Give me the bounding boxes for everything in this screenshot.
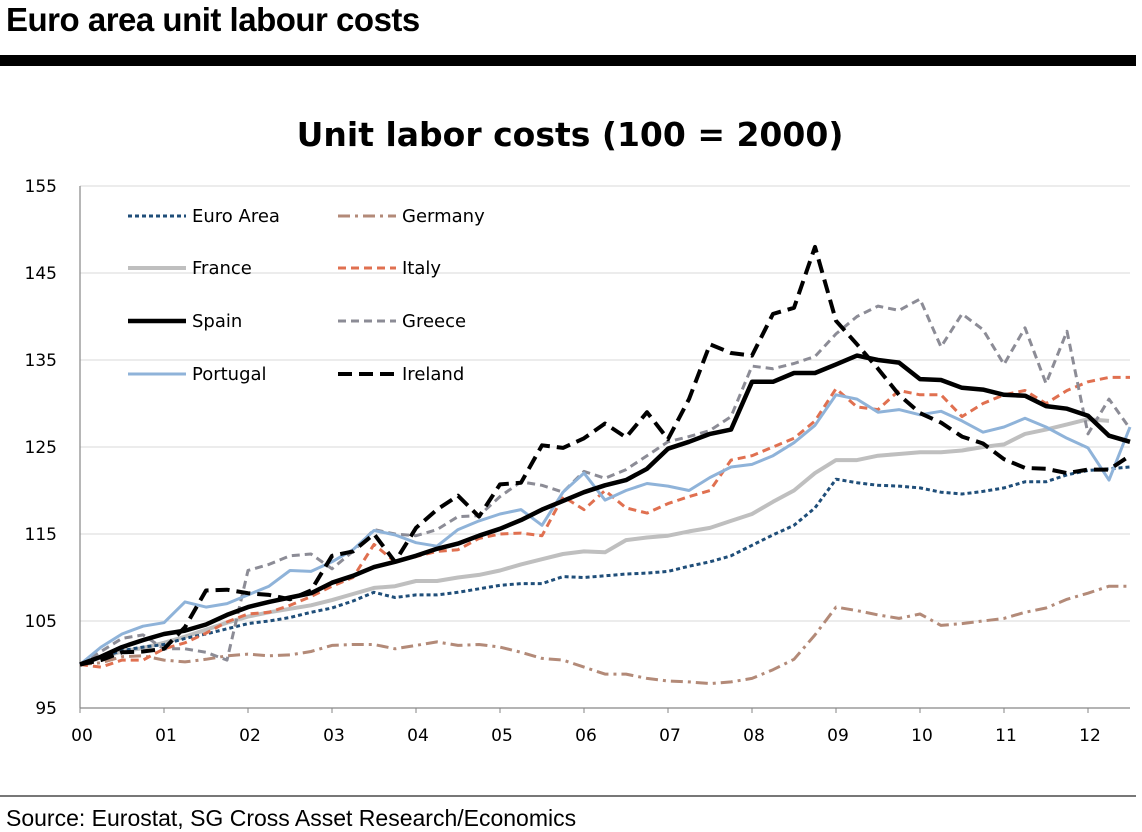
- x-tick-label: 12: [1079, 726, 1101, 746]
- series-line-spain: [79, 353, 1131, 667]
- y-tick-label: 155: [25, 177, 57, 197]
- x-tick-label: 06: [575, 726, 597, 746]
- y-tick-label: 95: [35, 699, 57, 719]
- legend-label: Euro Area: [192, 206, 280, 227]
- series-line-france: [79, 417, 1110, 667]
- x-tick-label: 10: [911, 726, 933, 746]
- y-tick-label: 115: [25, 525, 57, 545]
- x-tick-label: 08: [743, 726, 765, 746]
- legend-label: Portugal: [192, 364, 267, 385]
- x-tick-label: 00: [71, 726, 93, 746]
- header-title: Euro area unit labour costs: [6, 1, 420, 38]
- x-tick-label: 05: [491, 726, 513, 746]
- y-tick-label: 145: [25, 264, 57, 284]
- chart-axes: 95 105 115 125 135 145 155 00 01 02 03 04 05 06 07 08 09…: [25, 177, 1130, 746]
- x-tick-label: 03: [323, 726, 345, 746]
- header-rule: [0, 55, 1136, 66]
- footer-rule: [0, 795, 1136, 797]
- x-tick-label: 04: [407, 726, 429, 746]
- x-tick-label: 11: [995, 726, 1017, 746]
- chart-grid: [80, 185, 1130, 622]
- y-tick-label: 125: [25, 438, 57, 458]
- x-tick-label: 07: [659, 726, 681, 746]
- legend-label: Italy: [402, 258, 441, 279]
- x-tick-label: 02: [239, 726, 261, 746]
- series-line-portugal: [79, 393, 1132, 666]
- series-line-italy: [79, 375, 1130, 669]
- series-line-euro-area: [79, 465, 1131, 666]
- footer-source: Source: Eurostat, SG Cross Asset Researc…: [6, 805, 577, 831]
- legend-label: Ireland: [402, 364, 464, 385]
- x-tick-label: 01: [155, 726, 177, 746]
- x-tick-label: 09: [827, 726, 849, 746]
- series-line-germany: [79, 584, 1130, 686]
- y-tick-label: 135: [25, 351, 57, 371]
- series-line-ireland: [79, 244, 1132, 667]
- chart-title: Unit labor costs (100 = 2000): [297, 115, 844, 154]
- legend-label: Germany: [402, 206, 485, 227]
- chart-series: [79, 244, 1132, 686]
- chart-legend: Euro Area Germany France Italy Spain Greece Po…: [128, 206, 485, 385]
- legend-label: Greece: [402, 311, 466, 332]
- legend-label: France: [192, 258, 252, 279]
- line-chart: Unit labor costs (100 = 2000) 95 105 115 12…: [25, 115, 1132, 746]
- y-tick-label: 105: [25, 612, 57, 632]
- legend-label: Spain: [192, 311, 242, 332]
